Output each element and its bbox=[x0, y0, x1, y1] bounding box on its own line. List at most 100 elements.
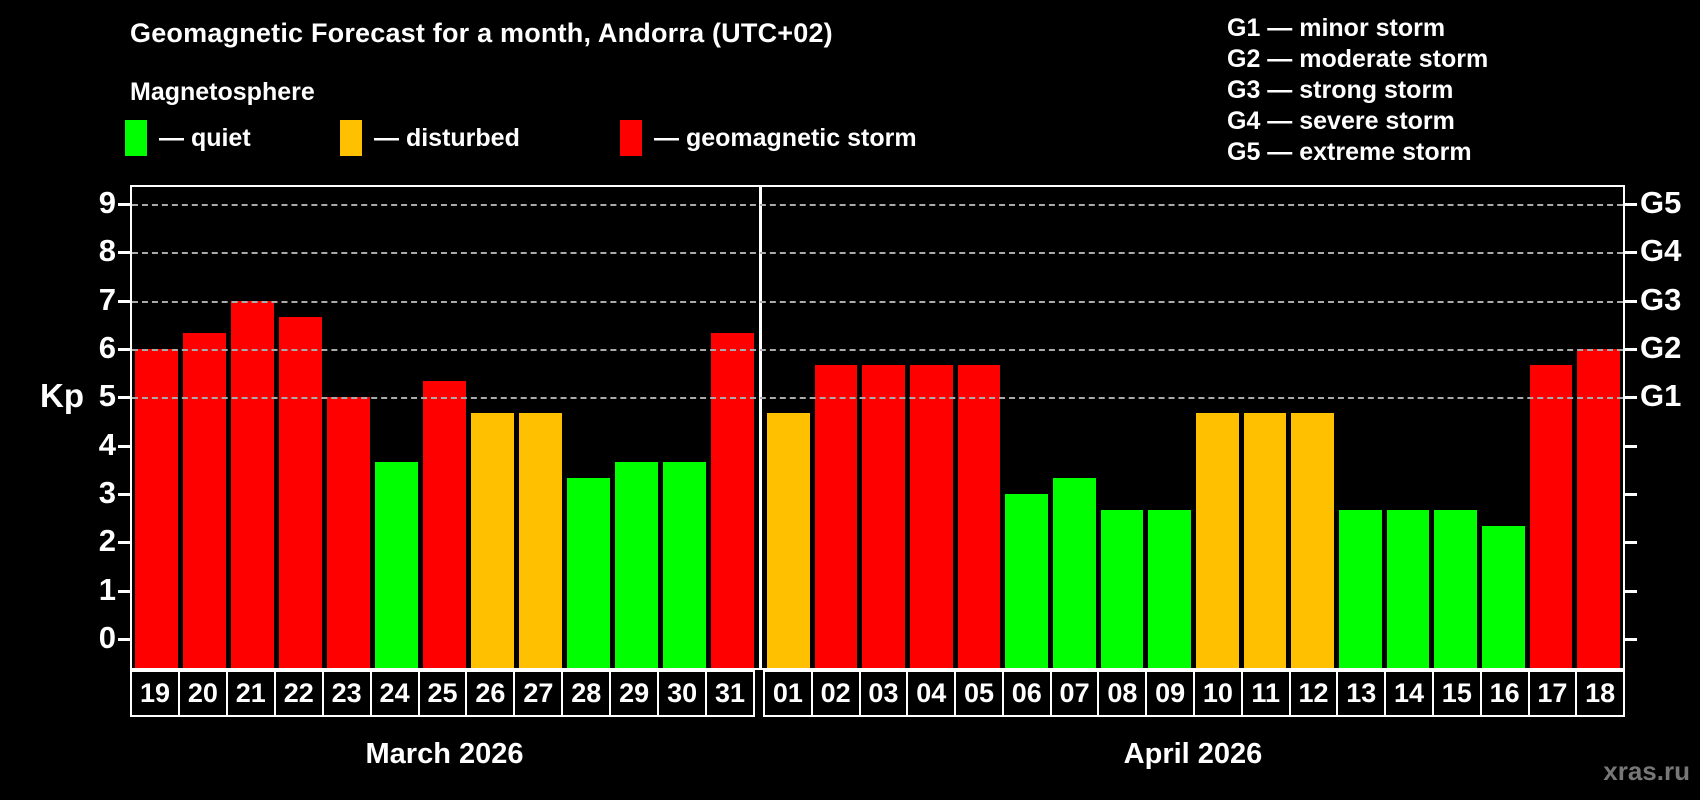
date-label-april-02: 02 bbox=[810, 670, 861, 717]
legend-label-quiet: — quiet bbox=[159, 123, 251, 152]
bar-april-05 bbox=[957, 364, 1001, 668]
left-tick-kp-6 bbox=[118, 347, 130, 351]
month-label-april: April 2026 bbox=[1123, 738, 1263, 770]
right-tick-kp-0 bbox=[1625, 637, 1637, 641]
bar-march-27 bbox=[519, 413, 562, 668]
y-axis-title: Kp bbox=[40, 377, 84, 414]
gridline-kp-7 bbox=[132, 300, 1623, 303]
date-label-april-13: 13 bbox=[1336, 670, 1387, 717]
quiet-color-swatch bbox=[125, 120, 147, 156]
date-label-april-06: 06 bbox=[1001, 670, 1052, 717]
watermark-link[interactable]: xras.ru bbox=[1603, 756, 1690, 786]
bar-april-10 bbox=[1196, 413, 1239, 668]
gridline-kp-6 bbox=[132, 348, 1623, 351]
right-tick-kp-3 bbox=[1625, 492, 1637, 496]
date-label-march-29: 29 bbox=[609, 670, 660, 717]
date-label-april-12: 12 bbox=[1288, 670, 1339, 717]
bar-april-18 bbox=[1577, 348, 1621, 668]
y-tick-label-2: 2 bbox=[98, 523, 116, 559]
y-tick-label-3: 3 bbox=[98, 474, 116, 510]
left-tick-kp-0 bbox=[118, 637, 130, 641]
gridline-kp-8 bbox=[132, 252, 1623, 255]
bar-march-28 bbox=[567, 478, 610, 668]
bar-april-13 bbox=[1339, 509, 1382, 668]
date-label-april-04: 04 bbox=[906, 670, 957, 717]
right-tick-kp-1 bbox=[1625, 589, 1637, 593]
date-label-march-25: 25 bbox=[417, 670, 468, 717]
left-tick-kp-7 bbox=[118, 299, 130, 303]
legend-label-disturbed: — disturbed bbox=[374, 123, 520, 152]
date-label-march-26: 26 bbox=[465, 670, 516, 717]
bar-march-25 bbox=[423, 381, 466, 668]
bar-april-14 bbox=[1386, 509, 1430, 668]
date-label-april-18: 18 bbox=[1575, 670, 1626, 717]
disturbed-color-swatch bbox=[340, 120, 362, 156]
date-label-march-27: 27 bbox=[513, 670, 564, 717]
date-label-march-23: 23 bbox=[321, 670, 372, 717]
date-axis-april: 01 02 03 04 05 06 07 08 09 10 11 12 13 14 15 16 17 18 bbox=[763, 670, 1626, 717]
left-tick-kp-8 bbox=[118, 251, 130, 255]
y-tick-label-0: 0 bbox=[98, 619, 116, 655]
bar-april-17 bbox=[1529, 364, 1573, 668]
bar-march-31 bbox=[711, 333, 754, 668]
bar-march-22 bbox=[279, 316, 322, 668]
right-axis-label-g4: G4 bbox=[1640, 233, 1682, 269]
month-label-march: March 2026 bbox=[365, 738, 524, 770]
bar-april-16 bbox=[1482, 526, 1525, 668]
right-axis-label-g2: G2 bbox=[1640, 329, 1682, 365]
date-label-april-14: 14 bbox=[1384, 670, 1434, 717]
bar-april-02 bbox=[814, 364, 858, 668]
storm-color-swatch bbox=[620, 120, 642, 156]
g-legend-line-g1: G1 — minor storm bbox=[1227, 14, 1446, 42]
legend-label-storm: — geomagnetic storm bbox=[654, 123, 917, 152]
bar-april-08 bbox=[1100, 509, 1144, 668]
gridline-kp-9 bbox=[132, 203, 1623, 206]
date-axis-march: 19 20 21 22 23 24 25 26 27 28 29 30 31 bbox=[130, 670, 755, 717]
plot-area bbox=[130, 185, 1625, 670]
date-label-march-30: 30 bbox=[657, 670, 708, 717]
bar-april-11 bbox=[1243, 413, 1287, 668]
bar-april-03 bbox=[862, 364, 906, 668]
right-axis-label-g1: G1 bbox=[1640, 378, 1682, 414]
bar-march-20 bbox=[183, 333, 226, 668]
bar-march-24 bbox=[375, 461, 418, 668]
right-axis-label-g5: G5 bbox=[1640, 184, 1682, 220]
right-tick-kp-7 bbox=[1625, 299, 1637, 303]
date-label-april-09: 09 bbox=[1145, 670, 1196, 717]
bars-group-march bbox=[132, 187, 757, 668]
date-label-march-22: 22 bbox=[273, 670, 324, 717]
right-tick-kp-9 bbox=[1625, 202, 1637, 206]
right-tick-kp-6 bbox=[1625, 347, 1637, 351]
month-separator-line bbox=[759, 187, 762, 668]
bar-march-30 bbox=[663, 461, 706, 668]
chart-title: Geomagnetic Forecast for a month, Andorr… bbox=[130, 18, 833, 48]
bar-april-15 bbox=[1434, 509, 1478, 668]
right-tick-kp-8 bbox=[1625, 251, 1637, 255]
gridline-kp-5 bbox=[132, 397, 1623, 400]
left-tick-kp-5 bbox=[118, 396, 130, 400]
y-tick-label-5: 5 bbox=[98, 378, 116, 414]
bar-march-29 bbox=[615, 461, 658, 668]
y-tick-label-1: 1 bbox=[98, 571, 116, 607]
date-label-april-16: 16 bbox=[1479, 670, 1530, 717]
left-tick-kp-2 bbox=[118, 541, 130, 545]
g-legend-line-g3: G3 — strong storm bbox=[1227, 76, 1454, 104]
date-label-april-10: 10 bbox=[1193, 670, 1243, 717]
y-tick-label-4: 4 bbox=[98, 426, 116, 462]
date-label-april-08: 08 bbox=[1097, 670, 1148, 717]
date-label-march-19: 19 bbox=[130, 670, 180, 717]
g-legend-line-g2: G2 — moderate storm bbox=[1227, 45, 1489, 73]
y-tick-label-7: 7 bbox=[98, 281, 116, 317]
bar-april-07 bbox=[1053, 478, 1096, 668]
left-tick-kp-3 bbox=[118, 492, 130, 496]
date-label-april-07: 07 bbox=[1049, 670, 1100, 717]
date-label-april-17: 17 bbox=[1527, 670, 1578, 717]
bar-march-19 bbox=[135, 348, 178, 668]
date-label-april-15: 15 bbox=[1431, 670, 1482, 717]
right-tick-kp-4 bbox=[1625, 444, 1637, 448]
date-label-april-11: 11 bbox=[1240, 670, 1291, 717]
storm-scale-legend: G1 — minor storm G2 — moderate storm G3 … bbox=[1227, 13, 1488, 168]
bar-april-12 bbox=[1291, 413, 1335, 668]
legend-item-disturbed: — disturbed bbox=[340, 119, 520, 157]
